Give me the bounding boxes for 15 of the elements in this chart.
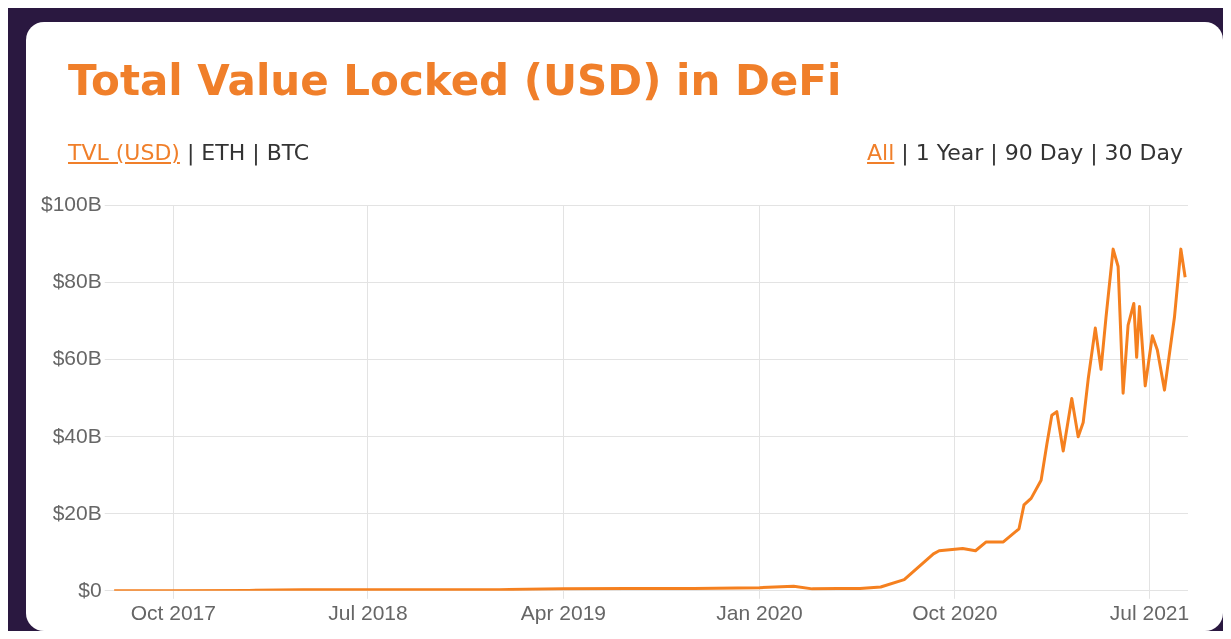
x-tick-label: Jul 2021	[1109, 601, 1190, 625]
x-tick-label: Oct 2017	[130, 601, 216, 625]
text: All | 1 Year | 90 Day | 30 Day	[867, 140, 1183, 165]
y-tick-label: $0	[78, 577, 102, 601]
x-tick-label: Jan 2020	[716, 601, 803, 625]
y-tick-label: $100B	[40, 192, 102, 216]
x-tick-label: Jul 2018	[328, 601, 408, 625]
chart-title: Total Value Locked (USD) in DeFi	[68, 56, 842, 105]
y-tick-label: $60B	[52, 346, 102, 370]
x-tick-label: Oct 2020	[912, 601, 998, 625]
y-tick-label: $40B	[52, 423, 102, 447]
text: TVL (USD) | ETH | BTC	[68, 140, 310, 165]
x-tick-label: Apr 2019	[520, 601, 606, 625]
y-tick-label: $80B	[52, 269, 102, 293]
y-tick-label: $20B	[52, 500, 102, 524]
